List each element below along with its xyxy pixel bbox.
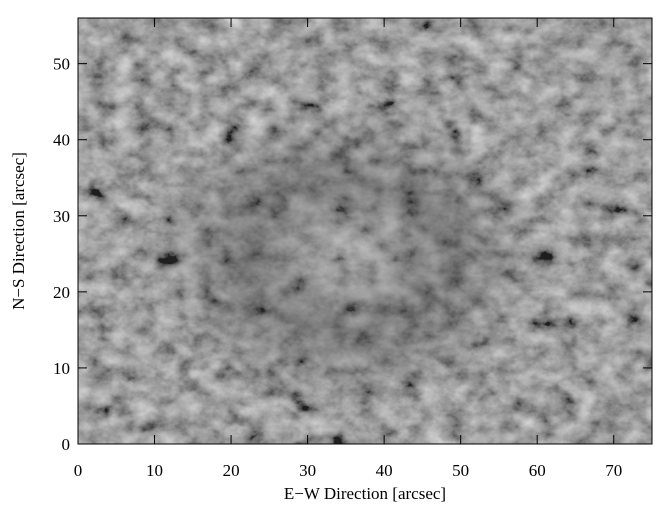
x-tick-label: 30 (299, 461, 316, 480)
x-tick-label: 20 (223, 461, 240, 480)
solar-image (78, 18, 652, 444)
y-tick-label: 30 (53, 207, 70, 226)
y-tick-label: 20 (53, 283, 70, 302)
y-tick-label: 50 (53, 55, 70, 74)
y-axis-label: N−S Direction [arcsec] (9, 152, 28, 310)
chart: E−W Direction [arcsec] N−S Direction [ar… (0, 0, 662, 506)
y-tick-label: 40 (53, 131, 70, 150)
x-tick-label: 70 (605, 461, 622, 480)
x-tick-label: 50 (452, 461, 469, 480)
x-axis-label: E−W Direction [arcsec] (284, 484, 446, 503)
x-tick-label: 0 (74, 461, 83, 480)
x-tick-label: 40 (376, 461, 393, 480)
x-tick-label: 60 (529, 461, 546, 480)
x-tick-label: 10 (146, 461, 163, 480)
y-tick-label: 10 (53, 359, 70, 378)
y-tick-label: 0 (62, 435, 71, 454)
